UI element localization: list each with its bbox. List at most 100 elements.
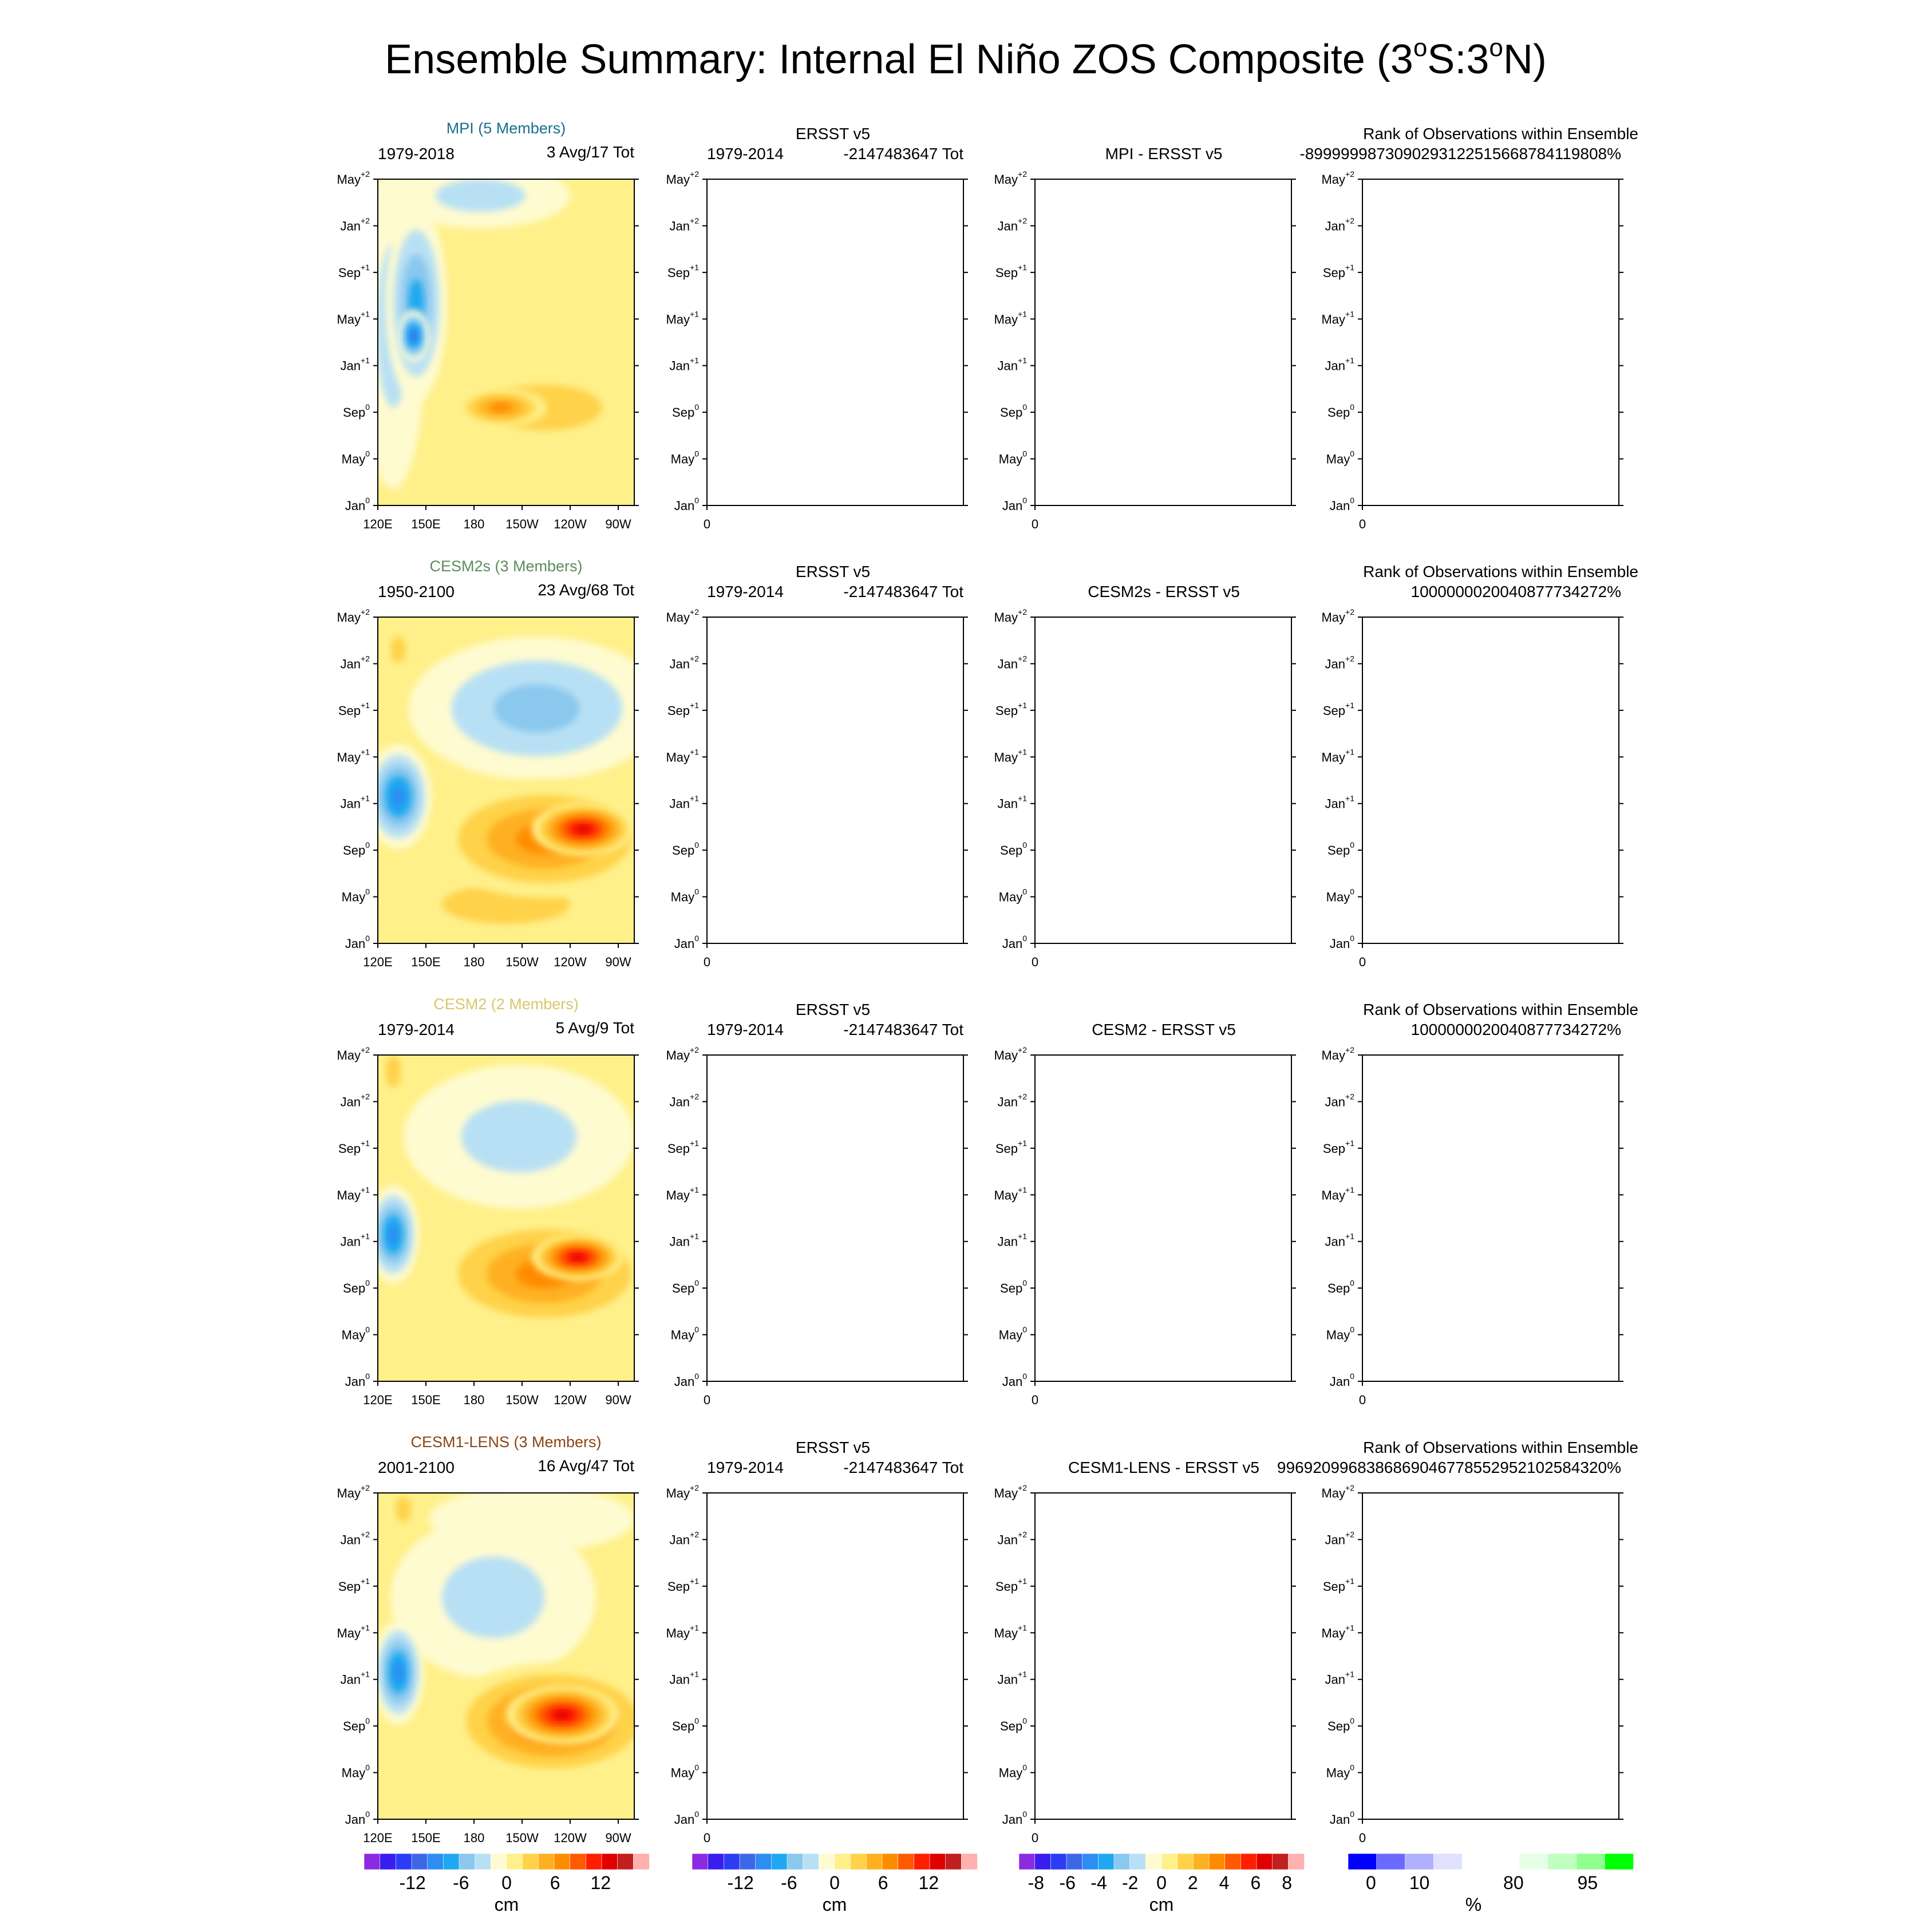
- colorbar-swatch: [617, 1853, 634, 1870]
- x-tick-label: 120E: [363, 955, 392, 969]
- x-tick-label: 150E: [411, 517, 440, 531]
- colorbar-label: 80: [1503, 1872, 1524, 1893]
- colorbar-swatch: [834, 1853, 851, 1870]
- obs-panel: ERSST v5 1979-2014 -2147483647 Tot Jan0 May0…: [666, 1439, 968, 1845]
- colorbar-swatch: [724, 1853, 740, 1870]
- y-tick-label: Sep+1: [995, 263, 1027, 280]
- x-tick-label: 90W: [605, 1393, 631, 1407]
- colorbar-swatch: [411, 1853, 428, 1870]
- colorbar-swatch: [601, 1853, 618, 1870]
- y-tick-label: Jan0: [345, 496, 370, 513]
- x-tick-label: 90W: [605, 955, 631, 969]
- colorbar-label: -6: [1059, 1872, 1075, 1893]
- y-tick-label: Jan+1: [1325, 1232, 1355, 1249]
- obs-counts: -2147483647 Tot: [843, 583, 963, 600]
- y-tick-label: May+1: [337, 1623, 370, 1640]
- colorbar-4: 0 10 80 95%: [1348, 1853, 1634, 1915]
- plot-frame: [1034, 1054, 1292, 1382]
- x-tick-label: 120W: [554, 1831, 587, 1845]
- y-tick-label: May0: [1326, 1325, 1355, 1342]
- colorbar-label: 6: [550, 1872, 560, 1893]
- colorbar-swatch: [1348, 1853, 1377, 1870]
- colorbar-swatch: [898, 1853, 915, 1870]
- y-tick-label: Sep0: [1000, 1716, 1027, 1733]
- obs-title: ERSST v5: [796, 125, 870, 143]
- y-tick-label: May+1: [337, 747, 370, 764]
- colorbar-swatch: [1547, 1853, 1577, 1870]
- colorbar-swatch: [1405, 1853, 1435, 1870]
- y-tick-label: Jan+1: [1325, 1670, 1355, 1687]
- y-tick-label: May+2: [666, 1045, 699, 1062]
- x-tick-label: 0: [1359, 955, 1366, 969]
- y-tick-label: Sep+1: [338, 263, 370, 280]
- y-tick-label: May+2: [1321, 607, 1354, 625]
- y-tick-label: May0: [1326, 1763, 1355, 1780]
- colorbar-swatch: [708, 1853, 725, 1870]
- colorbar-swatch: [1113, 1853, 1131, 1870]
- y-tick-label: Jan+1: [670, 794, 700, 811]
- y-tick-label: May0: [1326, 887, 1355, 904]
- plot-frame: [377, 1054, 635, 1382]
- colorbar-label: 12: [919, 1872, 939, 1893]
- y-tick-label: Jan0: [345, 1809, 370, 1827]
- colorbar-swatch: [1034, 1853, 1052, 1870]
- plot-frame: [706, 617, 964, 944]
- y-tick-label: May0: [999, 1325, 1028, 1342]
- contour-field: [378, 1493, 634, 1819]
- y-tick-label: May+1: [1321, 1185, 1354, 1202]
- obs-years: 1979-2014: [707, 1459, 784, 1476]
- y-tick-label: Jan+1: [341, 356, 370, 373]
- contour-blob: [571, 1254, 584, 1261]
- model-years: 1979-2018: [378, 145, 455, 163]
- y-tick-label: May+2: [1321, 1483, 1354, 1500]
- contour-blob: [392, 786, 405, 807]
- colorbar-swatch: [380, 1853, 397, 1870]
- colorbar-swatch: [803, 1853, 820, 1870]
- y-tick-label: Jan0: [1002, 1372, 1027, 1389]
- y-tick-label: May+1: [994, 1623, 1027, 1640]
- colorbar-swatch: [819, 1853, 835, 1870]
- contour-blob: [396, 1496, 412, 1523]
- y-tick-label: May0: [1326, 449, 1355, 467]
- colorbar-swatch: [929, 1853, 946, 1870]
- colorbar-label: -12: [400, 1872, 426, 1893]
- plot-frame: [1362, 1492, 1619, 1820]
- rank-panel: Rank of Observations within Ensemble 9969…: [1277, 1439, 1638, 1845]
- model-years: 1979-2014: [378, 1021, 455, 1038]
- y-tick-label: May0: [671, 1763, 700, 1780]
- y-tick-label: Jan0: [1330, 934, 1354, 951]
- y-tick-label: Sep0: [1000, 1278, 1027, 1295]
- x-tick-label: 150W: [505, 1393, 539, 1407]
- colorbar-swatch: [692, 1853, 709, 1870]
- colorbar-unit: %: [1465, 1894, 1481, 1915]
- y-tick-label: May+1: [337, 309, 370, 326]
- y-tick-label: May+1: [666, 309, 699, 326]
- y-tick-label: Jan+2: [998, 216, 1028, 233]
- colorbar-swatch: [1161, 1853, 1178, 1870]
- model-panel: MPI (5 Members) 1979-2018 3 Avg/17 Tot Jan0…: [337, 120, 639, 531]
- y-tick-label: Sep0: [672, 1716, 699, 1733]
- diff-title: CESM1-LENS - ERSST v5: [1068, 1459, 1259, 1476]
- y-tick-label: May+1: [994, 1185, 1027, 1202]
- colorbar-label: -2: [1122, 1872, 1138, 1893]
- colorbar-swatch: [882, 1853, 899, 1870]
- y-tick-label: Jan+1: [998, 356, 1028, 373]
- y-tick-label: Sep0: [343, 840, 370, 858]
- y-tick-label: Jan+1: [670, 1670, 700, 1687]
- y-tick-label: Sep0: [1327, 1716, 1354, 1733]
- y-tick-label: Jan+2: [341, 654, 370, 671]
- colorbar-swatch: [396, 1853, 412, 1870]
- y-tick-label: Sep0: [1327, 402, 1354, 420]
- y-tick-label: May+2: [337, 169, 370, 187]
- y-tick-label: Sep0: [1000, 402, 1027, 420]
- x-tick-label: 0: [1032, 955, 1038, 969]
- diff-panel: CESM2s - ERSST v5 Jan0 May0 Sep0 Jan+1 May+1 S…: [994, 583, 1296, 969]
- y-tick-label: May0: [342, 887, 370, 904]
- obs-panel: ERSST v5 1979-2014 -2147483647 Tot Jan0 May0…: [666, 125, 968, 531]
- diff-panel: CESM1-LENS - ERSST v5 Jan0 May0 Sep0 Jan+1 Ma…: [994, 1459, 1296, 1845]
- y-tick-label: May+1: [1321, 1623, 1354, 1640]
- y-tick-label: Jan+1: [1325, 356, 1355, 373]
- plot-frame: [706, 1492, 964, 1820]
- y-tick-label: Sep0: [672, 402, 699, 420]
